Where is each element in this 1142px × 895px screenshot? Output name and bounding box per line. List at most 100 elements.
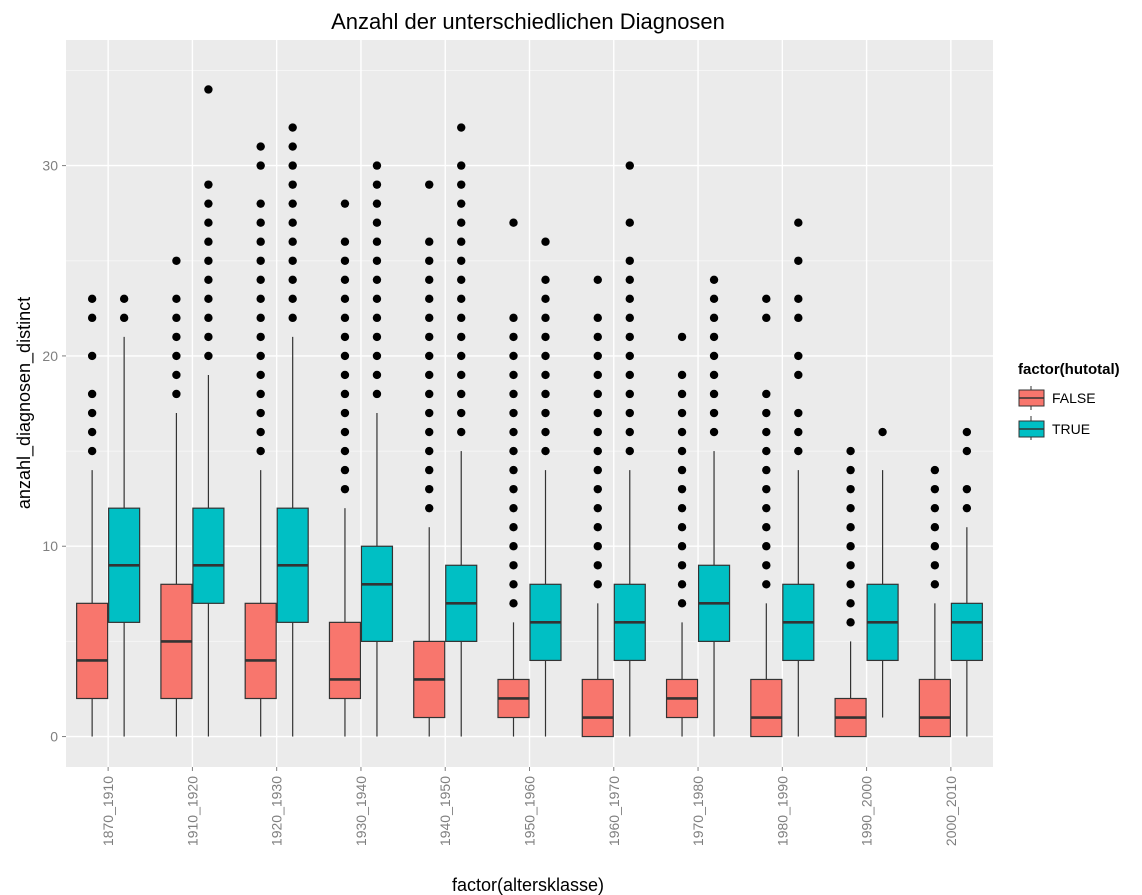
outlier-point xyxy=(709,332,719,342)
outlier-point xyxy=(509,580,518,589)
outlier-point xyxy=(288,123,297,132)
box-false-2000_2010 xyxy=(918,465,951,738)
outlier-point xyxy=(457,161,466,170)
outlier-point xyxy=(541,370,550,380)
outlier-point xyxy=(204,351,213,361)
outlier-point xyxy=(372,389,382,399)
outlier-point xyxy=(87,294,97,304)
outlier-point xyxy=(372,256,382,265)
outlier-point xyxy=(457,294,466,304)
outlier-point xyxy=(593,523,602,532)
outlier-point xyxy=(625,427,634,437)
outlier-point xyxy=(509,484,518,494)
outlier-point xyxy=(288,199,297,208)
outlier-point xyxy=(846,484,855,494)
outlier-point xyxy=(762,313,771,323)
outlier-point xyxy=(593,389,602,399)
outlier-point xyxy=(762,484,771,494)
outlier-point xyxy=(172,313,181,323)
outlier-point xyxy=(372,275,382,284)
outlier-point xyxy=(457,123,466,132)
box-true-2000_2010 xyxy=(950,427,983,737)
outlier-point xyxy=(709,370,719,380)
outlier-point xyxy=(340,427,350,437)
outlier-point xyxy=(204,313,213,323)
outlier-point xyxy=(340,446,350,456)
outlier-point xyxy=(709,427,719,437)
outlier-point xyxy=(962,484,972,494)
outlier-point xyxy=(509,446,518,456)
outlier-point xyxy=(372,370,382,380)
outlier-point xyxy=(457,389,466,399)
x-tick-label: 1970_1980 xyxy=(690,776,706,846)
outlier-point xyxy=(677,446,687,456)
outlier-point xyxy=(340,465,350,475)
outlier-point xyxy=(625,294,634,304)
outlier-point xyxy=(457,427,466,437)
outlier-point xyxy=(593,580,602,589)
outlier-point xyxy=(677,332,687,342)
outlier-point xyxy=(340,408,350,418)
outlier-point xyxy=(846,561,855,570)
outlier-point xyxy=(288,294,297,304)
x-tick-label: 2000_2010 xyxy=(943,776,959,846)
outlier-point xyxy=(541,408,550,418)
box-true-1980_1990 xyxy=(782,218,815,737)
outlier-point xyxy=(509,542,518,551)
outlier-point xyxy=(372,180,382,189)
outlier-point xyxy=(340,484,350,494)
outlier-point xyxy=(541,389,550,399)
outlier-point xyxy=(677,465,687,475)
outlier-point xyxy=(541,332,550,342)
outlier-point xyxy=(425,180,434,189)
outlier-point xyxy=(930,523,940,532)
box-body xyxy=(918,678,951,738)
box-true-1870_1910 xyxy=(108,294,141,737)
outlier-point xyxy=(425,465,434,475)
x-tick-label: 1920_1930 xyxy=(269,776,285,846)
outlier-point xyxy=(930,542,940,551)
outlier-point xyxy=(593,408,602,418)
outlier-point xyxy=(709,313,719,323)
outlier-point xyxy=(794,427,803,437)
outlier-point xyxy=(172,370,181,380)
outlier-point xyxy=(541,427,550,437)
outlier-point xyxy=(794,408,803,418)
outlier-point xyxy=(930,561,940,570)
outlier-point xyxy=(87,351,97,361)
outlier-point xyxy=(457,408,466,418)
outlier-point xyxy=(425,370,434,380)
outlier-point xyxy=(87,446,97,456)
box-body xyxy=(328,621,362,700)
outlier-point xyxy=(846,542,855,551)
outlier-point xyxy=(762,542,771,551)
outlier-point xyxy=(709,275,719,284)
outlier-point xyxy=(846,465,855,475)
box-true-1930_1940 xyxy=(360,161,394,737)
outlier-point xyxy=(593,351,602,361)
box-false-1910_1920 xyxy=(160,256,193,737)
outlier-point xyxy=(340,370,350,380)
outlier-point xyxy=(256,199,265,208)
outlier-point xyxy=(509,351,518,361)
outlier-point xyxy=(677,484,687,494)
x-axis-title: factor(altersklasse) xyxy=(452,875,604,895)
legend-title: factor(hutotal) xyxy=(1018,361,1120,378)
outlier-point xyxy=(593,561,602,570)
outlier-point xyxy=(625,161,634,170)
outlier-point xyxy=(425,351,434,361)
outlier-point xyxy=(288,275,297,284)
y-axis-title: anzahl_diagnosen_distinct xyxy=(14,297,35,509)
outlier-point xyxy=(457,351,466,361)
outlier-point xyxy=(762,446,771,456)
outlier-point xyxy=(256,275,265,284)
outlier-point xyxy=(625,446,634,456)
outlier-point xyxy=(509,427,518,437)
x-tick-label: 1930_1940 xyxy=(353,776,369,846)
outlier-point xyxy=(204,180,213,189)
box-true-1960_1970 xyxy=(613,161,646,737)
outlier-point xyxy=(256,161,265,170)
outlier-point xyxy=(256,351,265,361)
outlier-point xyxy=(962,427,972,437)
outlier-point xyxy=(762,523,771,532)
